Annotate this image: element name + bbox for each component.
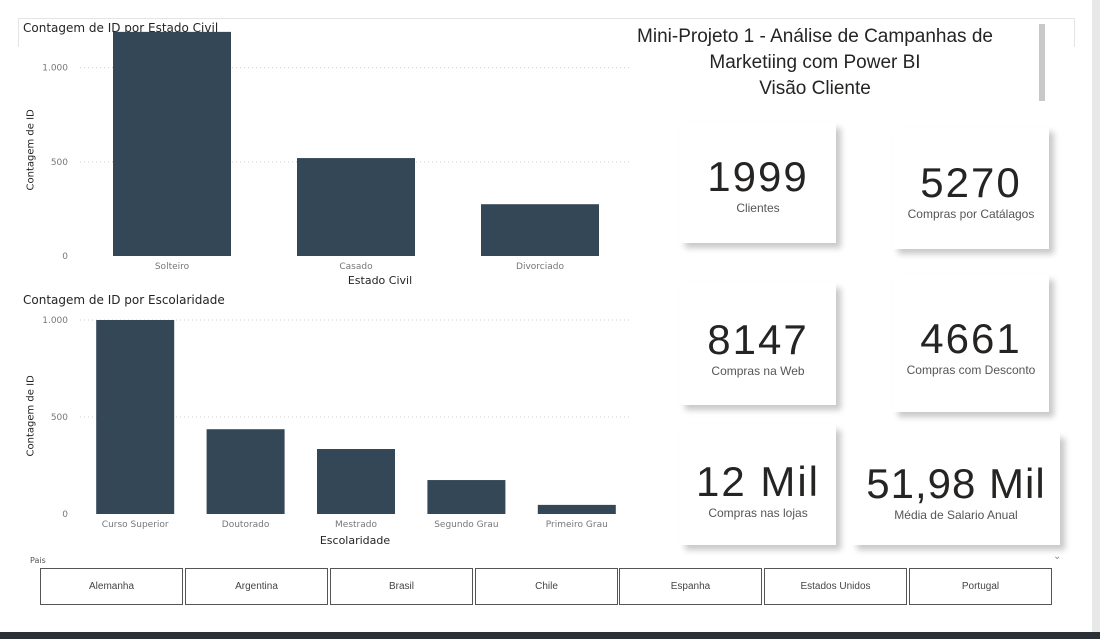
kpi-label: Compras com Desconto <box>906 363 1036 377</box>
kpi-card-compras-catalogos[interactable]: 5270 Compras por Catálagos <box>893 127 1049 249</box>
kpi-label: Compras por Catálagos <box>907 207 1035 221</box>
chart-escolaridade-title: Contagem de ID por Escolaridade <box>23 293 225 307</box>
x-tick-label: Mestrado <box>335 520 377 530</box>
bar[interactable] <box>317 449 395 514</box>
chevron-down-icon[interactable]: ⌄ <box>1053 551 1062 562</box>
y-tick-label: 0 <box>62 510 68 520</box>
kpi-value: 8147 <box>707 316 809 363</box>
chart-escolaridade[interactable]: 0 500 1.000 Curso Superior Doutorado Mestrado… <box>0 0 640 530</box>
kpi-value: 4661 <box>920 315 1022 362</box>
kpi-card-salario-anual[interactable]: 51,98 Mil Média de Salario Anual <box>852 433 1060 545</box>
bar[interactable] <box>96 320 175 514</box>
slicer-item-chile[interactable]: Chile <box>475 568 618 605</box>
x-tick-label: Solteiro <box>155 262 190 272</box>
x-tick-label: Doutorado <box>222 520 270 530</box>
report-title: Mini-Projeto 1 - Análise de Campanhas de… <box>620 24 1010 102</box>
report-title-line3: Visão Cliente <box>759 78 871 99</box>
y-tick-label: 500 <box>51 158 68 168</box>
slicer-item-espanha[interactable]: Espanha <box>619 568 762 605</box>
bar[interactable] <box>537 504 616 514</box>
kpi-label: Compras nas lojas <box>708 506 808 520</box>
slicer-item-portugal[interactable]: Portugal <box>909 568 1052 605</box>
chart-estado-civil-frame[interactable] <box>18 18 1075 47</box>
chart-estado-civil-xlabel: Estado Civil <box>347 274 413 287</box>
slicer-item-argentina[interactable]: Argentina <box>185 568 328 605</box>
x-tick-label: Casado <box>339 262 373 272</box>
page-right-edge <box>1092 0 1100 632</box>
x-tick-label: Segundo Grau <box>434 520 498 530</box>
report-title-line1: Mini-Projeto 1 - Análise de Campanhas de <box>637 26 993 47</box>
slicer-pais-label: Pais <box>30 556 46 565</box>
kpi-card-compras-web[interactable]: 8147 Compras na Web <box>680 283 836 405</box>
kpi-label: Média de Salario Anual <box>894 508 1018 522</box>
x-tick-label: Primeiro Grau <box>546 520 608 530</box>
bar[interactable] <box>206 429 285 514</box>
y-tick-label: 1.000 <box>42 316 68 326</box>
kpi-card-compras-desconto[interactable]: 4661 Compras com Desconto <box>893 275 1049 412</box>
kpi-label: Compras na Web <box>711 364 805 378</box>
slicer-item-brasil[interactable]: Brasil <box>330 568 473 605</box>
y-tick-label: 500 <box>51 413 68 423</box>
bar[interactable] <box>481 204 599 256</box>
chart-escolaridade-xlabel: Escolaridade <box>319 534 391 547</box>
report-title-line2: Marketiing com Power BI <box>709 52 921 73</box>
kpi-value: 1999 <box>707 153 809 200</box>
bar[interactable] <box>113 31 231 257</box>
kpi-value: 51,98 Mil <box>866 460 1046 507</box>
slicer-item-alemanha[interactable]: Alemanha <box>40 568 183 605</box>
y-tick-label: 1.000 <box>42 64 68 74</box>
bottom-bar <box>0 632 1100 639</box>
bar[interactable] <box>297 158 415 256</box>
kpi-value: 12 Mil <box>695 458 821 505</box>
kpi-label: Clientes <box>736 201 780 215</box>
kpi-card-compras-lojas[interactable]: 12 Mil Compras nas lojas <box>680 425 836 545</box>
x-tick-label: Divorciado <box>516 262 564 272</box>
chart-estado-civil-title: Contagem de ID por Estado Civil <box>23 21 219 35</box>
bar[interactable] <box>427 480 506 514</box>
y-tick-label: 0 <box>62 252 68 262</box>
chart-estado-civil[interactable]: 0 500 1.000 Solteiro Casado Divorciado <box>0 0 640 272</box>
kpi-value: 5270 <box>920 159 1022 206</box>
title-scrollbar[interactable] <box>1039 24 1045 101</box>
x-tick-label: Curso Superior <box>102 520 169 530</box>
kpi-card-clientes[interactable]: 1999 Clientes <box>680 123 836 243</box>
slicer-item-estados-unidos[interactable]: Estados Unidos <box>764 568 907 605</box>
